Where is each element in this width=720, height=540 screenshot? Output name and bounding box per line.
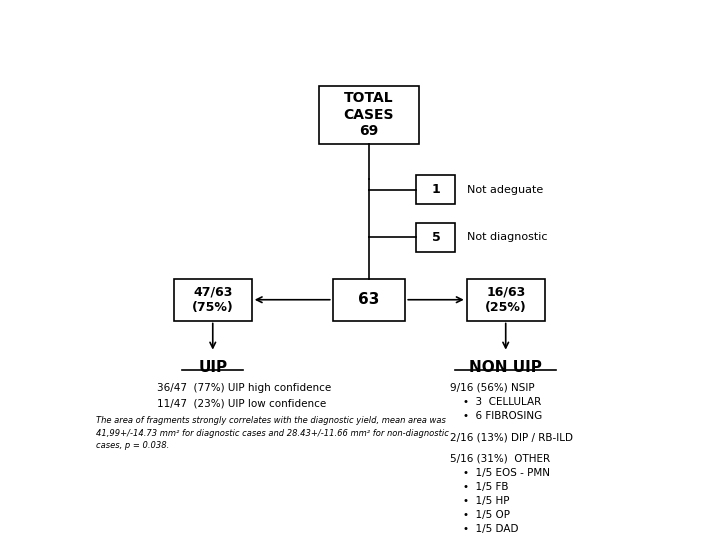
Text: Not adeguate: Not adeguate	[467, 185, 543, 194]
Text: 36/47  (77%) UIP high confidence
11/47  (23%) UIP low confidence: 36/47 (77%) UIP high confidence 11/47 (2…	[157, 383, 331, 408]
FancyBboxPatch shape	[416, 223, 456, 252]
Text: The area of fragments strongly correlates with the diagnostic yield, mean area w: The area of fragments strongly correlate…	[96, 416, 449, 450]
FancyBboxPatch shape	[467, 279, 545, 321]
FancyBboxPatch shape	[416, 175, 456, 204]
FancyBboxPatch shape	[319, 85, 419, 144]
Text: 47/63
(75%): 47/63 (75%)	[192, 286, 233, 314]
Text: 5/16 (31%)  OTHER
    •  1/5 EOS - PMN
    •  1/5 FB
    •  1/5 HP
    •  1/5 OP: 5/16 (31%) OTHER • 1/5 EOS - PMN • 1/5 F…	[450, 454, 550, 534]
Text: 2/16 (13%) DIP / RB-ILD: 2/16 (13%) DIP / RB-ILD	[450, 433, 573, 443]
Text: 5: 5	[431, 231, 441, 244]
Text: 63: 63	[359, 292, 379, 307]
Text: TOTAL
CASES
69: TOTAL CASES 69	[343, 91, 395, 138]
Text: NON UIP: NON UIP	[469, 360, 542, 375]
Text: 1: 1	[431, 183, 441, 196]
FancyBboxPatch shape	[333, 279, 405, 321]
FancyBboxPatch shape	[174, 279, 252, 321]
Text: 16/63
(25%): 16/63 (25%)	[485, 286, 526, 314]
Text: 9/16 (56%) NSIP
    •  3  CELLULAR
    •  6 FIBROSING: 9/16 (56%) NSIP • 3 CELLULAR • 6 FIBROSI…	[450, 383, 542, 421]
Text: Not diagnostic: Not diagnostic	[467, 232, 547, 242]
Text: UIP: UIP	[198, 360, 228, 375]
